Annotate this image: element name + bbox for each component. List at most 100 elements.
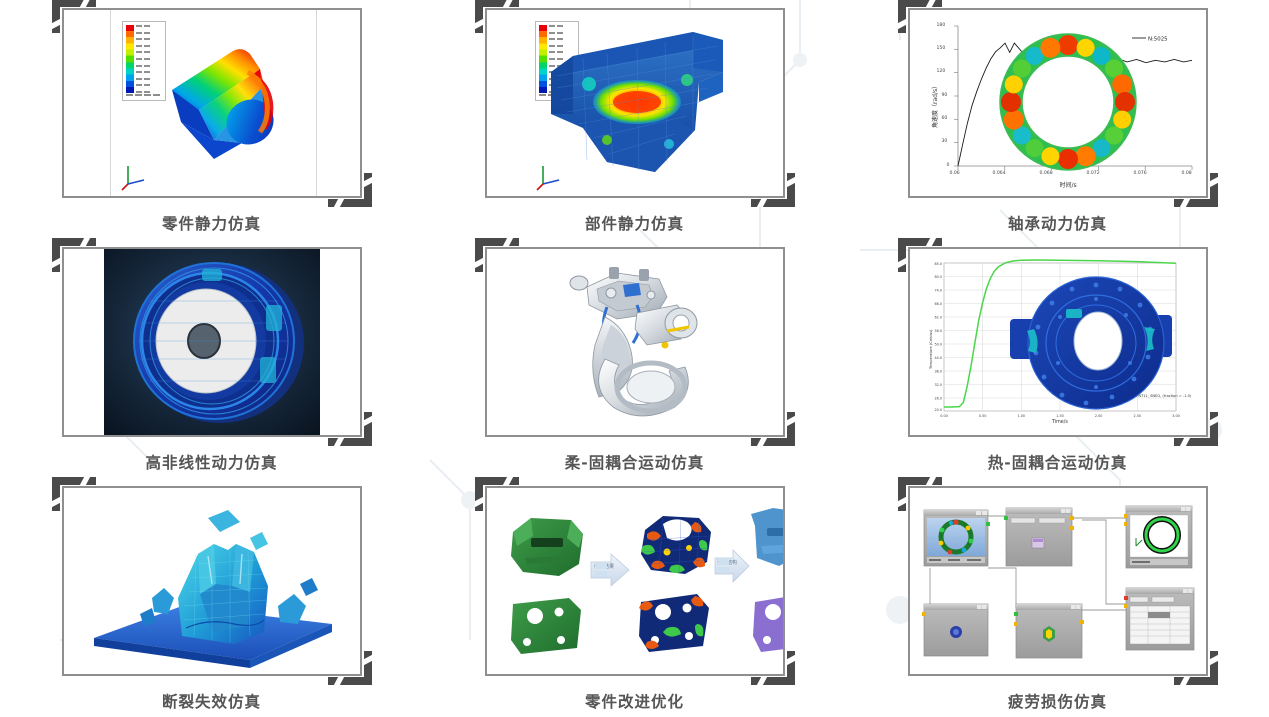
y-tick: 62.0 [934, 316, 942, 320]
grid-cell: 部件静力仿真 [423, 0, 846, 239]
y-tick: 32.0 [934, 383, 942, 387]
y-tick: 180 [936, 23, 946, 28]
corner-bracket-bottom-right [327, 651, 372, 685]
contour-legend [121, 21, 166, 101]
y-axis-label: 角速度（rad/s） [931, 82, 939, 128]
axis-triad-icon [120, 166, 144, 191]
y-tick: 68.0 [934, 302, 942, 306]
legend-colorbar [538, 25, 547, 93]
corner-bracket-bottom-right [750, 651, 795, 685]
corner-bracket-top-left [51, 477, 96, 511]
grid-cell: 零件静力仿真 [0, 0, 423, 239]
corner-bracket-top-left [897, 238, 942, 272]
grid-cell: 优化结果 [423, 477, 846, 717]
bearing-ring-contour [998, 33, 1137, 171]
legend-tick-labels [135, 25, 152, 93]
card-image-part-static [63, 10, 360, 196]
corner-bracket-top-left [474, 477, 519, 511]
card-fracture-failure-simulation[interactable] [51, 477, 372, 685]
card-caption: 疲劳损伤仿真 [1007, 693, 1107, 711]
card-image-assembly-static [486, 10, 783, 196]
chart-legend-label: N:5025 [1148, 37, 1168, 43]
card-image-thermal-coupled: PS-1: NT11, SNEG, (fraction = -1.0) Time… [909, 249, 1206, 435]
grid-cell: 柔-固耦合运动仿真 [423, 238, 846, 478]
y-tick: 44.0 [934, 356, 942, 360]
grid-cell: PS-1: NT11, SNEG, (fraction = -1.0) Time… [846, 238, 1269, 478]
y-tick: 38.0 [934, 370, 942, 374]
corner-bracket-bottom-right [1173, 173, 1218, 207]
y-tick: 26.0 [934, 397, 942, 401]
x-tick: 0.06 [949, 171, 960, 176]
card-part-static-simulation[interactable] [51, 0, 372, 207]
card-bearing-dynamic-simulation[interactable]: N:5025 180 150 120 90 60 30 0 0.06 0.064… [897, 0, 1218, 207]
chart-legend-label: PS-1: NT11, SNEG, (fraction = -1.0) [1128, 394, 1192, 398]
card-image-bearing-dynamic: N:5025 180 150 120 90 60 30 0 0.06 0.064… [909, 10, 1206, 196]
card-image-fracture-failure [63, 488, 360, 674]
corner-bracket-top-left [897, 477, 942, 511]
legend-colorbar [125, 25, 134, 93]
x-tick: 3.00 [1172, 414, 1180, 418]
y-tick: 90 [941, 93, 948, 98]
y-tick: 20.0 [934, 408, 942, 412]
corner-bracket-bottom-right [327, 173, 372, 207]
x-tick: 2.50 [1133, 414, 1141, 418]
card-caption: 部件静力仿真 [584, 215, 684, 233]
impact-fracture-model [93, 510, 332, 668]
bracket-contour-model [550, 32, 723, 172]
corner-bracket-bottom-right [750, 412, 795, 446]
card-caption: 高非线性动力仿真 [145, 454, 278, 472]
card-assembly-static-simulation[interactable] [474, 0, 795, 207]
x-tick: 0.076 [1133, 171, 1147, 176]
x-tick: 0.00 [940, 414, 948, 418]
corner-bracket-top-left [474, 0, 519, 33]
x-tick: 0.08 [1181, 171, 1192, 176]
card-high-nonlinear-dynamic-simulation[interactable] [51, 238, 372, 446]
corner-bracket-top-left [51, 238, 96, 272]
y-tick: 85.0 [934, 262, 942, 266]
card-fatigue-damage-simulation[interactable] [897, 477, 1218, 685]
card-thermal-structural-coupled-simulation[interactable]: PS-1: NT11, SNEG, (fraction = -1.0) Time… [897, 238, 1218, 446]
wheel-contour-model [103, 249, 320, 435]
card-image-flex-rigid-coupled [486, 249, 783, 435]
card-caption: 轴承动力仿真 [1007, 215, 1107, 233]
x-tick: 0.068 [1039, 171, 1053, 176]
card-caption: 热-固耦合运动仿真 [987, 454, 1128, 472]
card-image-fatigue-workflow [909, 488, 1206, 674]
y-tick: 80.0 [934, 275, 942, 279]
x-tick: 0.072 [1086, 171, 1100, 176]
corner-bracket-top-left [474, 238, 519, 272]
y-tick: 0 [946, 163, 950, 168]
cylinder-contour-model [171, 49, 274, 159]
card-caption: 零件改进优化 [584, 693, 684, 711]
y-tick: 120 [936, 69, 946, 74]
grid-cell: N:5025 180 150 120 90 60 30 0 0.06 0.064… [846, 0, 1269, 239]
corner-bracket-bottom-right [750, 173, 795, 207]
corner-bracket-bottom-right [1173, 412, 1218, 446]
card-part-improvement-optimization[interactable]: 优化结果 [474, 477, 795, 685]
card-flexible-rigid-coupled-motion-simulation[interactable] [474, 238, 795, 446]
card-caption: 零件静力仿真 [161, 215, 261, 233]
corner-bracket-top-left [51, 0, 96, 33]
x-tick: 0.50 [978, 414, 986, 418]
corner-bracket-bottom-right [1173, 651, 1218, 685]
y-tick: 30 [941, 139, 948, 144]
card-caption: 柔-固耦合运动仿真 [564, 454, 705, 472]
thermal-disc-model [1009, 276, 1172, 410]
grid-cell: 高非线性动力仿真 [0, 238, 423, 478]
grid-cell: 断裂失效仿真 [0, 477, 423, 717]
y-tick: 60 [941, 116, 948, 121]
card-image-high-nonlinear [63, 249, 360, 435]
corner-bracket-bottom-right [327, 412, 372, 446]
grid-cell: 疲劳损伤仿真 [846, 477, 1269, 717]
y-tick: 50.0 [934, 343, 942, 347]
axis-triad-icon [535, 166, 559, 191]
x-tick: 0.064 [992, 171, 1006, 176]
x-axis-label: 时间/s [1059, 182, 1077, 189]
card-image-optimization-flow: 优化结果 [486, 488, 783, 674]
y-tick: 74.0 [934, 289, 942, 293]
cad-mechanism-model [569, 267, 697, 417]
optimization-flow-diagram: 优化结果 [510, 508, 783, 654]
y-axis-label: Temperature (Celsius) [929, 329, 933, 370]
corner-bracket-top-left [897, 0, 942, 33]
